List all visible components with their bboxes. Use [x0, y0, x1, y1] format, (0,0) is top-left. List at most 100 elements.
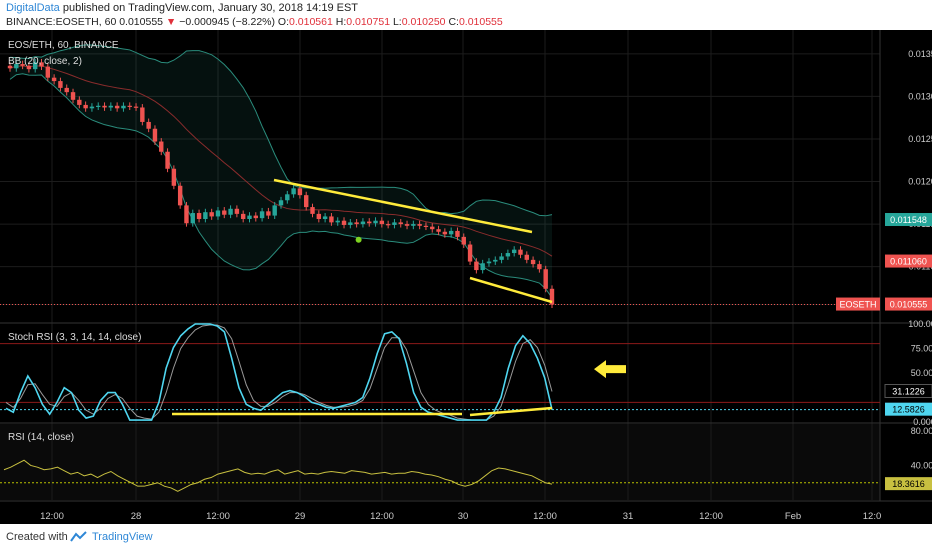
time-tick-label: 28	[131, 511, 142, 522]
chart-svg[interactable]: EOS/ETH, 60, BINANCE BB (20, close, 2) 0.0…	[0, 30, 932, 524]
time-tick-label: 12:0	[863, 511, 882, 522]
bollinger-upper-line	[9, 44, 553, 217]
candle-body	[480, 263, 485, 271]
main-pane-title: EOS/ETH, 60, BINANCE	[8, 40, 119, 51]
candle-body	[140, 107, 145, 122]
candle-body	[77, 99, 82, 105]
publisher-name[interactable]: DigitalData	[6, 2, 60, 14]
candle-body	[146, 121, 151, 129]
stoch-tick-label: 0.0000	[913, 417, 932, 427]
candle-body	[373, 220, 378, 224]
candle-body	[89, 106, 95, 109]
low-label: L:	[392, 16, 402, 28]
candle-body	[322, 216, 328, 219]
candle-body	[133, 106, 139, 108]
candle-body	[360, 221, 366, 225]
candle-body	[493, 259, 498, 262]
stoch-tick-label: 100.0000	[908, 319, 932, 329]
price-tick-label: 0.012000	[908, 177, 932, 187]
candle-body	[240, 213, 246, 219]
candle-body	[196, 213, 202, 219]
candle-body	[335, 220, 340, 223]
candle-body	[329, 216, 334, 223]
candle-body	[461, 236, 466, 245]
rsi-pane-title: RSI (14, close)	[8, 432, 74, 443]
candle-body	[505, 253, 511, 257]
candle-body	[285, 194, 290, 201]
stoch-k-line	[5, 323, 553, 421]
down-triangle-icon: ▼	[165, 16, 177, 28]
stoch-badge	[885, 402, 932, 416]
low-value: 0.010250	[401, 16, 446, 28]
time-tick-label: 12:00	[206, 511, 230, 522]
close-label: C:	[448, 16, 459, 28]
price-tick-label: 0.012500	[908, 134, 932, 144]
time-tick-label: 29	[295, 511, 306, 522]
bollinger-band-fill	[10, 44, 552, 298]
candle-body	[108, 105, 114, 108]
candle-body	[83, 104, 88, 109]
candle-body	[392, 222, 397, 225]
candle-body	[51, 77, 57, 82]
candle-body	[367, 221, 372, 224]
candle-body	[159, 141, 164, 152]
candle-body	[385, 224, 391, 226]
price-trendline	[469, 276, 553, 304]
candle-body	[537, 264, 542, 270]
footer: Created with TradingView	[0, 524, 932, 550]
candle-body	[45, 66, 51, 78]
candle-body	[234, 208, 240, 214]
candle-body	[348, 222, 353, 225]
candle-body	[398, 222, 403, 225]
last-price: 0.010555	[119, 16, 163, 28]
time-tick-label: 12:00	[370, 511, 394, 522]
candle-body	[310, 207, 315, 214]
candle-body	[530, 259, 536, 265]
made-with-label: Created with	[6, 531, 68, 543]
stoch-badge-label: 31.1226	[892, 386, 925, 396]
candle-body	[253, 215, 258, 219]
candle-body	[442, 231, 448, 235]
candle-body	[33, 62, 38, 70]
candle-body	[417, 224, 422, 226]
close-value: 0.010555	[458, 16, 503, 28]
candle-body	[121, 105, 126, 109]
candle-body	[291, 188, 296, 195]
price-trendline	[273, 178, 533, 234]
candle-body	[467, 244, 473, 262]
price-tick-label: 0.013000	[908, 91, 932, 101]
candle-body	[203, 212, 208, 219]
price-badge-label: 0.010555	[890, 300, 928, 310]
candle-body	[228, 208, 233, 215]
ohlc-line: BINANCE:EOSETH, 60 0.010555 ▼ −0.000945 …	[6, 16, 503, 28]
time-tick-label: 30	[458, 511, 469, 522]
rsi-tick-label: 80.0000	[911, 426, 932, 436]
stoch-badge-label: 12.5826	[892, 405, 925, 415]
candle-body	[209, 212, 214, 217]
candle-body	[58, 81, 63, 88]
candle-body	[272, 205, 277, 216]
symbol-tag-badge	[836, 297, 880, 311]
time-tick-label: 12:00	[533, 511, 557, 522]
stoch-d-line	[5, 324, 553, 421]
candle-body	[455, 230, 460, 237]
candle-body	[222, 210, 227, 215]
candle-body	[215, 210, 221, 217]
price-change: −0.000945 (−8.22%)	[179, 16, 275, 28]
candle-body	[70, 92, 76, 100]
tradingview-brand[interactable]: TradingView	[92, 531, 153, 543]
candle-body	[165, 151, 170, 169]
candle-body	[423, 225, 429, 228]
chart-area[interactable]: EOS/ETH, 60, BINANCE BB (20, close, 2) 0.0…	[0, 30, 932, 524]
candle-body	[436, 229, 441, 232]
candle-body	[474, 261, 479, 271]
stoch-badge	[884, 383, 932, 398]
price-badge	[885, 254, 932, 268]
stoch-trendline	[469, 406, 553, 417]
price-badge	[885, 213, 932, 227]
candle-body	[14, 64, 19, 69]
candle-body	[26, 65, 32, 70]
candle-body	[379, 220, 385, 225]
candle-body	[316, 213, 322, 219]
candle-body	[177, 185, 183, 206]
